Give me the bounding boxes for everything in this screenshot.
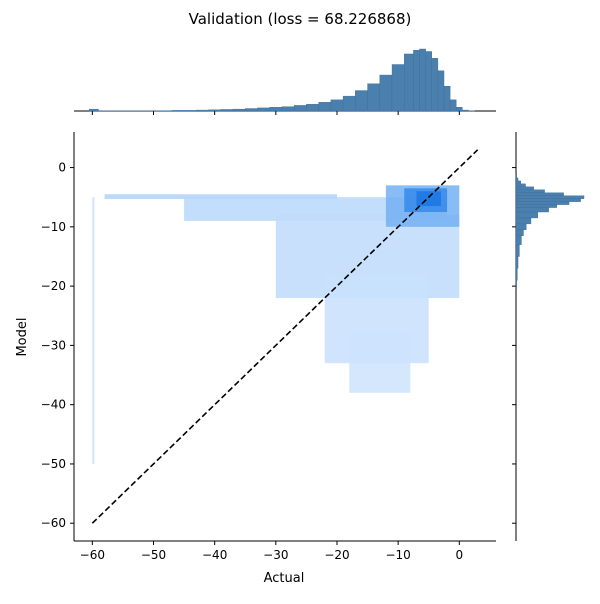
- x-marginal-bar: [233, 109, 245, 111]
- x-marginal-bar: [426, 51, 432, 111]
- x-marginal-bar: [331, 100, 343, 111]
- x-marginal-bar: [282, 107, 294, 111]
- x-marginal-bar: [368, 84, 380, 111]
- x-marginal-bar: [456, 107, 462, 111]
- x-tick-label: −10: [385, 548, 410, 562]
- y-tick-label: −10: [41, 220, 66, 234]
- x-tick-label: −60: [80, 548, 105, 562]
- x-marginal-bar: [438, 71, 444, 111]
- y-marginal-bar: [516, 230, 523, 236]
- y-tick-label: −40: [41, 398, 66, 412]
- heatmap-region-7: [416, 191, 440, 206]
- y-marginal-bar: [516, 256, 518, 268]
- y-tick-label: −50: [41, 457, 66, 471]
- y-marginal-bar: [516, 193, 564, 196]
- y-marginal-bar: [516, 196, 584, 199]
- y-tick-label: 0: [58, 161, 66, 175]
- chart-title: Validation (loss = 68.226868): [189, 10, 412, 28]
- y-marginal-bar: [516, 208, 549, 212]
- x-marginal-bar: [450, 100, 456, 111]
- y-marginal-bar: [516, 178, 518, 181]
- x-marginal-bar: [380, 75, 392, 111]
- x-marginal-bar: [196, 110, 208, 111]
- x-marginal-bar: [404, 54, 413, 111]
- x-marginal-bar: [392, 65, 404, 112]
- y-marginal-bar: [516, 268, 517, 280]
- x-tick-label: −30: [263, 548, 288, 562]
- x-marginal-bar: [184, 110, 196, 111]
- x-marginal-bar: [462, 110, 468, 111]
- y-marginal-bar: [516, 181, 521, 184]
- y-marginal-bar: [516, 245, 519, 257]
- joint-heatmap: [92, 150, 477, 523]
- y-tick-label: −60: [41, 516, 66, 530]
- x-marginal-bar: [355, 91, 367, 111]
- x-marginal-bar: [245, 109, 257, 111]
- x-tick-label: −40: [202, 548, 227, 562]
- x-marginal-bar: [257, 108, 269, 111]
- x-marginal-bar: [319, 102, 331, 111]
- x-marginal-bar: [89, 109, 98, 111]
- x-marginal-bar: [294, 105, 306, 111]
- y-marginal-bar: [516, 202, 569, 205]
- y-marginal-bar: [516, 212, 538, 218]
- x-marginal-bar: [270, 107, 282, 111]
- x-marginal-bar: [306, 104, 318, 111]
- x-marginal-histogram: [74, 49, 496, 115]
- y-marginal-bar: [516, 199, 581, 202]
- x-tick-label: 0: [455, 548, 463, 562]
- y-marginal-bar: [516, 280, 517, 289]
- heatmap-region-4: [349, 334, 410, 393]
- y-marginal-bar: [516, 205, 557, 208]
- x-marginal-bar: [221, 109, 233, 111]
- heatmap-region-8: [92, 197, 94, 464]
- y-marginal-bar: [516, 236, 521, 245]
- y-marginal-bar: [516, 173, 517, 177]
- x-marginal-bar: [420, 49, 426, 111]
- y-marginal-bar: [516, 187, 534, 190]
- y-marginal-histogram: [512, 132, 584, 541]
- y-marginal-bar: [516, 184, 526, 187]
- y-tick-label: −20: [41, 279, 66, 293]
- x-tick-label: −50: [141, 548, 166, 562]
- x-marginal-bar: [172, 110, 184, 111]
- x-axis-label: Actual: [264, 571, 305, 586]
- x-marginal-bar: [343, 96, 355, 111]
- y-marginal-bar: [516, 218, 531, 224]
- x-marginal-bar: [444, 86, 450, 111]
- x-marginal-bar: [209, 110, 221, 111]
- x-tick-label: −20: [324, 548, 349, 562]
- y-marginal-bar: [516, 190, 545, 193]
- y-axis-label: Model: [15, 317, 30, 356]
- y-marginal-bar: [516, 224, 526, 230]
- y-tick-label: −30: [41, 338, 66, 352]
- x-marginal-bar: [413, 50, 419, 111]
- x-marginal-bar: [432, 58, 438, 111]
